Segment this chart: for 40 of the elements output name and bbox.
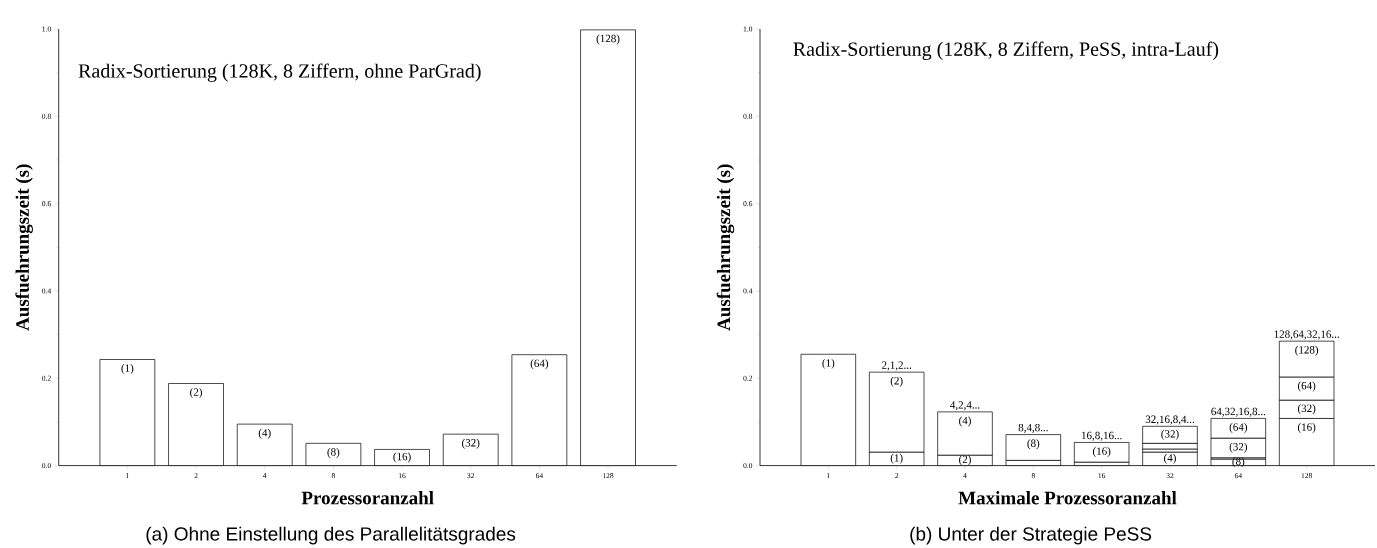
annotation: (16) (393, 452, 411, 463)
annotation: 16,8,16... (1082, 431, 1122, 441)
annotation: (4) (959, 416, 971, 427)
annotation: 128,64,32,16... (1274, 330, 1339, 340)
annotation: (16) (1297, 423, 1316, 434)
annotation: (32) (1161, 429, 1179, 440)
annotation: 2,1,2... (882, 361, 912, 371)
annotation: (16) (1092, 447, 1111, 458)
annotation: (64) (1297, 381, 1316, 392)
annotation: 8,4,8... (1018, 423, 1048, 433)
y-axis-title: Ausfuehrungszeit (s) (716, 164, 735, 331)
text: (b) Unter der Strategie PeSS (910, 526, 1152, 545)
annotation: (128) (1295, 345, 1319, 356)
annotation: (4) (258, 428, 271, 439)
annotation: (32) (1229, 442, 1248, 453)
annotation: 4,2,4... (950, 401, 980, 411)
annotation: (8) (1232, 457, 1245, 468)
x-axis-title: Prozessoranzahl (301, 491, 434, 505)
annotation: (1) (822, 358, 835, 369)
annotation: (128) (596, 34, 620, 45)
annotation: (64) (530, 359, 549, 370)
annotation: (4) (1164, 453, 1176, 464)
text: (a) Ohne Einstellung des Parallelitätsgrades (146, 526, 516, 545)
annotation: (8) (327, 447, 340, 458)
annotation: (32) (1297, 404, 1316, 415)
y-axis-title: Ausfuehrungszeit (s) (15, 164, 33, 331)
annotation: (1) (121, 364, 134, 375)
annotation: (2) (959, 455, 971, 466)
annotation: (1) (890, 453, 903, 464)
annotation: 64,32,16,8... (1211, 407, 1266, 417)
annotation: (8) (1027, 439, 1040, 450)
annotation: (32) (462, 438, 480, 449)
x-axis-title: Maximale Prozessoranzahl (958, 491, 1177, 505)
bar (1073, 442, 1130, 463)
annotation: (2) (190, 388, 202, 399)
text: Radix-Sortierung (128K, 8 Ziffern, ohne ParGrad) (78, 63, 481, 82)
annotation: 32,16,8,4... (1145, 415, 1195, 425)
annotation: (2) (890, 376, 903, 387)
annotation: (64) (1229, 423, 1248, 434)
text: Radix-Sortierung (128K, 8 Ziffern, PeSS, intra-Lauf) (793, 41, 1219, 61)
